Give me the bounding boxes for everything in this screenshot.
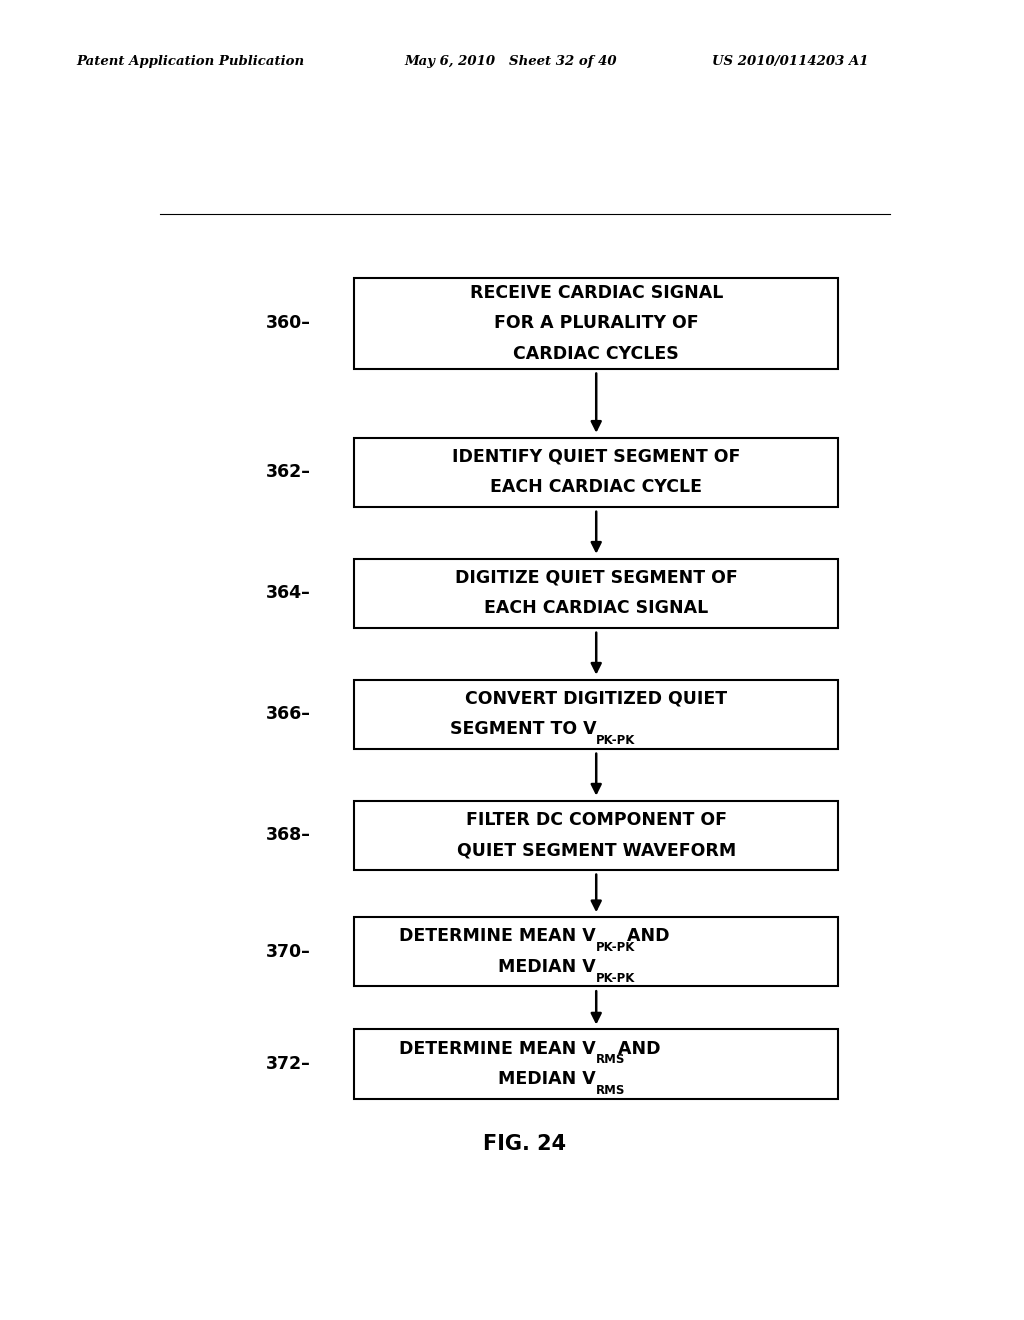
Bar [354,558,839,628]
Text: 364–: 364– [266,585,310,602]
Text: FIG. 24: FIG. 24 [483,1134,566,1154]
Text: AND: AND [621,928,670,945]
Text: PK-PK: PK-PK [596,972,636,985]
Bar [354,800,839,870]
Bar [354,680,839,748]
Bar [354,917,839,986]
Text: RMS: RMS [596,1084,626,1097]
Text: MEDIAN V: MEDIAN V [499,1071,596,1088]
Text: US 2010/0114203 A1: US 2010/0114203 A1 [712,55,868,69]
Text: DETERMINE MEAN V: DETERMINE MEAN V [399,928,596,945]
Text: FOR A PLURALITY OF: FOR A PLURALITY OF [494,314,698,333]
Bar [354,438,839,507]
Text: AND: AND [611,1040,660,1057]
Text: CARDIAC CYCLES: CARDIAC CYCLES [513,345,679,363]
Text: FILTER DC COMPONENT OF: FILTER DC COMPONENT OF [466,810,727,829]
Text: MEDIAN V: MEDIAN V [499,958,596,975]
Text: DIGITIZE QUIET SEGMENT OF: DIGITIZE QUIET SEGMENT OF [455,569,737,587]
Text: IDENTIFY QUIET SEGMENT OF: IDENTIFY QUIET SEGMENT OF [452,447,740,466]
Text: 366–: 366– [265,705,310,723]
Text: CONVERT DIGITIZED QUIET: CONVERT DIGITIZED QUIET [465,690,727,708]
Bar [354,277,839,368]
Text: DETERMINE MEAN V: DETERMINE MEAN V [399,1040,596,1057]
Text: 370–: 370– [266,942,310,961]
Text: May 6, 2010   Sheet 32 of 40: May 6, 2010 Sheet 32 of 40 [404,55,617,69]
Text: PK-PK: PK-PK [596,734,636,747]
Text: Patent Application Publication: Patent Application Publication [77,55,305,69]
Text: EACH CARDIAC SIGNAL: EACH CARDIAC SIGNAL [484,599,709,618]
Text: QUIET SEGMENT WAVEFORM: QUIET SEGMENT WAVEFORM [457,841,736,859]
Bar [354,1030,839,1098]
Text: RMS: RMS [596,1053,626,1067]
Text: 368–: 368– [265,826,310,843]
Text: 372–: 372– [266,1055,310,1073]
Text: PK-PK: PK-PK [596,941,636,954]
Text: 362–: 362– [265,463,310,482]
Text: SEGMENT TO V: SEGMENT TO V [450,721,596,738]
Text: RECEIVE CARDIAC SIGNAL: RECEIVE CARDIAC SIGNAL [470,284,723,302]
Text: 360–: 360– [265,314,310,333]
Text: EACH CARDIAC CYCLE: EACH CARDIAC CYCLE [490,478,702,496]
